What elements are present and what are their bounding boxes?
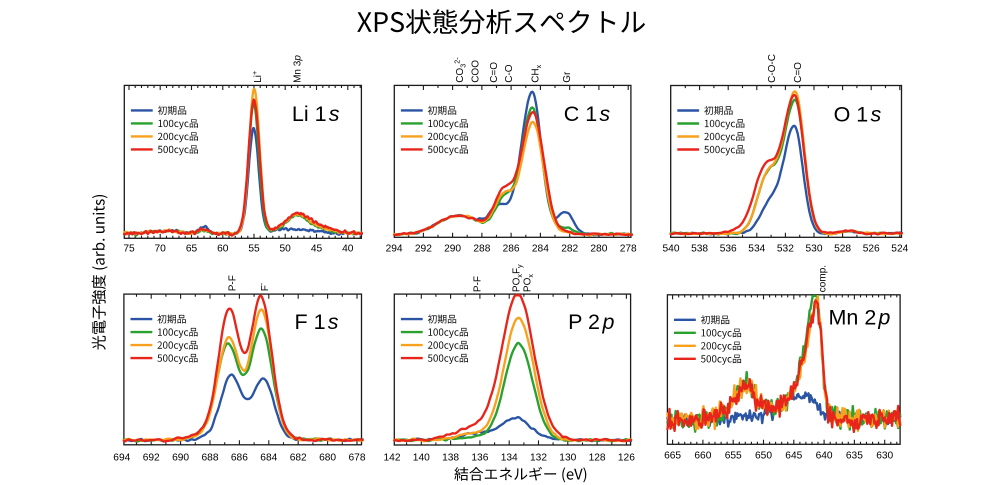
svg-text:280: 280 bbox=[590, 243, 607, 254]
svg-text:60: 60 bbox=[217, 243, 229, 254]
svg-text:288: 288 bbox=[473, 243, 490, 254]
svg-text:650: 650 bbox=[755, 451, 772, 462]
svg-text:s: s bbox=[599, 102, 610, 126]
svg-text:524: 524 bbox=[891, 243, 908, 254]
svg-text:s: s bbox=[329, 102, 340, 126]
svg-text:C=O: C=O bbox=[793, 62, 804, 83]
svg-text:528: 528 bbox=[834, 243, 851, 254]
svg-text:684: 684 bbox=[260, 452, 277, 463]
svg-text:645: 645 bbox=[785, 451, 802, 462]
svg-text:Li 1: Li 1 bbox=[292, 102, 327, 126]
svg-text:536: 536 bbox=[720, 243, 737, 254]
svg-text:O 1: O 1 bbox=[834, 103, 869, 127]
svg-text:694: 694 bbox=[113, 452, 130, 463]
svg-text:p: p bbox=[877, 306, 890, 330]
svg-text:comp.: comp. bbox=[817, 265, 828, 292]
svg-text:C=O: C=O bbox=[489, 62, 500, 83]
svg-text:75: 75 bbox=[123, 243, 135, 254]
svg-text:290: 290 bbox=[444, 243, 461, 254]
svg-text:692: 692 bbox=[143, 452, 160, 463]
svg-text:140: 140 bbox=[413, 452, 430, 463]
svg-text:55: 55 bbox=[248, 243, 260, 254]
svg-text:CHx: CHx bbox=[531, 64, 544, 82]
svg-text:Mn 2: Mn 2 bbox=[829, 306, 877, 330]
svg-text:70: 70 bbox=[155, 243, 167, 254]
svg-text:130: 130 bbox=[559, 452, 576, 463]
svg-text:40: 40 bbox=[342, 243, 354, 254]
svg-text:45: 45 bbox=[311, 243, 323, 254]
svg-text:C-O: C-O bbox=[504, 64, 515, 83]
svg-text:278: 278 bbox=[620, 243, 637, 254]
svg-text:640: 640 bbox=[816, 451, 833, 462]
svg-text:538: 538 bbox=[691, 243, 708, 254]
svg-text:678: 678 bbox=[349, 452, 366, 463]
svg-text:690: 690 bbox=[172, 452, 189, 463]
svg-text:POx: POx bbox=[522, 274, 535, 292]
svg-text:540: 540 bbox=[663, 243, 680, 254]
svg-text:Gr: Gr bbox=[562, 71, 573, 83]
svg-text:s: s bbox=[871, 103, 882, 127]
svg-text:50: 50 bbox=[280, 243, 292, 254]
svg-text:POxFy: POxFy bbox=[512, 264, 525, 292]
svg-text:p: p bbox=[602, 310, 615, 334]
svg-text:P 2: P 2 bbox=[568, 310, 600, 334]
svg-text:530: 530 bbox=[806, 243, 823, 254]
svg-text:660: 660 bbox=[694, 451, 711, 462]
svg-text:C-O-C: C-O-C bbox=[767, 54, 778, 83]
svg-text:655: 655 bbox=[725, 451, 742, 462]
svg-text:P-F: P-F bbox=[227, 275, 238, 291]
svg-text:286: 286 bbox=[503, 243, 520, 254]
svg-text:294: 294 bbox=[386, 243, 403, 254]
svg-text:Li+: Li+ bbox=[250, 71, 264, 83]
svg-text:284: 284 bbox=[532, 243, 549, 254]
svg-text:P-F: P-F bbox=[472, 276, 483, 292]
svg-text:142: 142 bbox=[384, 452, 401, 463]
svg-text:635: 635 bbox=[846, 451, 863, 462]
svg-text:630: 630 bbox=[876, 451, 893, 462]
svg-text:532: 532 bbox=[777, 243, 794, 254]
svg-text:665: 665 bbox=[664, 451, 681, 462]
svg-text:CO32-: CO32- bbox=[452, 57, 467, 83]
svg-text:s: s bbox=[328, 310, 339, 334]
svg-text:128: 128 bbox=[589, 452, 606, 463]
svg-text:134: 134 bbox=[501, 452, 518, 463]
svg-text:Mn 3p: Mn 3p bbox=[293, 55, 304, 83]
svg-text:680: 680 bbox=[319, 452, 336, 463]
svg-text:292: 292 bbox=[415, 243, 432, 254]
svg-text:686: 686 bbox=[231, 452, 248, 463]
svg-text:C 1: C 1 bbox=[564, 102, 597, 126]
svg-text:65: 65 bbox=[186, 243, 198, 254]
svg-text:138: 138 bbox=[442, 452, 459, 463]
svg-text:F-: F- bbox=[257, 282, 271, 291]
svg-text:126: 126 bbox=[618, 452, 635, 463]
svg-text:132: 132 bbox=[530, 452, 547, 463]
svg-text:688: 688 bbox=[202, 452, 219, 463]
svg-text:282: 282 bbox=[561, 243, 578, 254]
svg-text:136: 136 bbox=[471, 452, 488, 463]
svg-text:682: 682 bbox=[290, 452, 307, 463]
svg-text:534: 534 bbox=[748, 243, 765, 254]
svg-text:F 1: F 1 bbox=[295, 310, 326, 334]
svg-text:COO: COO bbox=[471, 60, 482, 83]
svg-text:526: 526 bbox=[863, 243, 880, 254]
